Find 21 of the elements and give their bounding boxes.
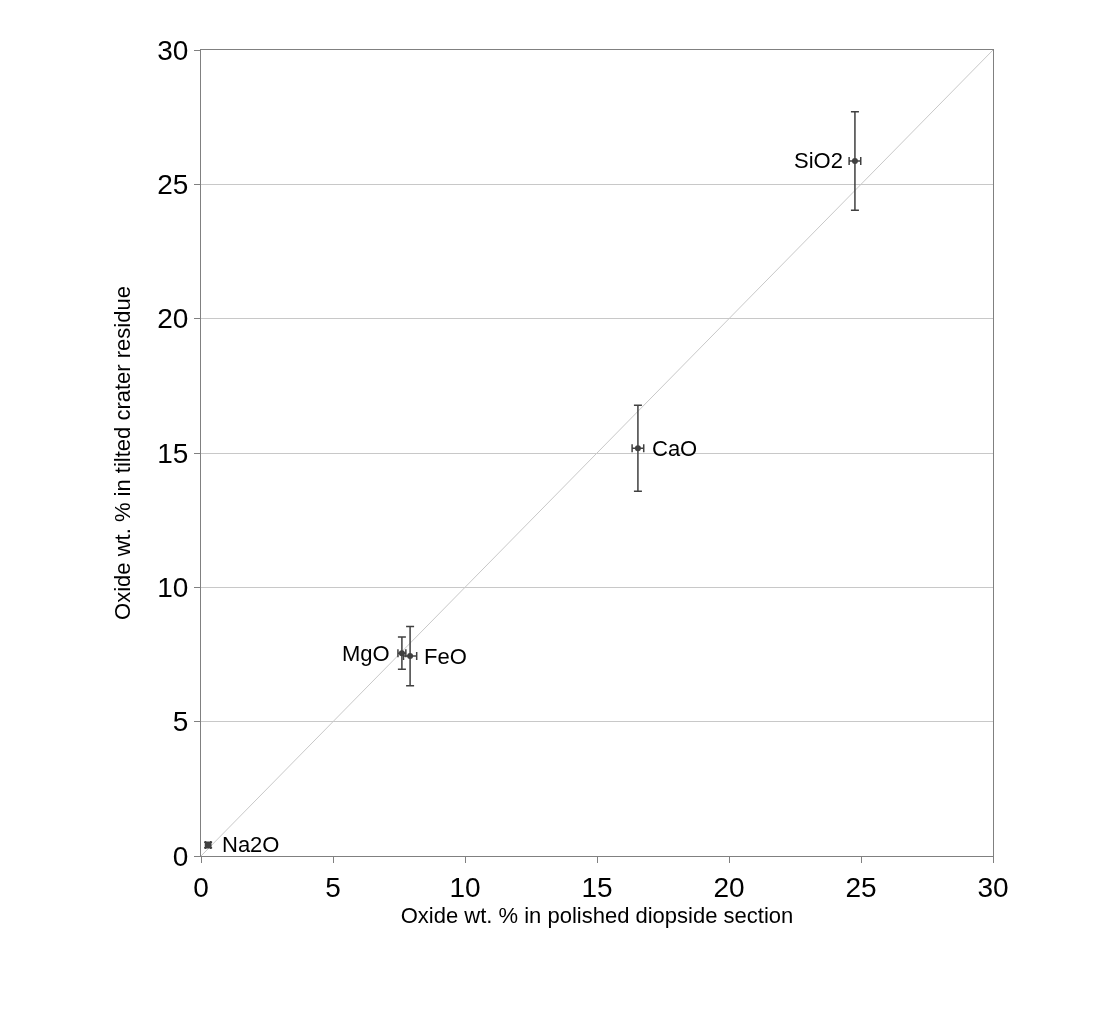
annotation: SiO2	[794, 148, 843, 173]
x-tick-label: 20	[713, 871, 745, 903]
y-tick-label: 15	[157, 437, 189, 469]
y-tick-label: 25	[157, 169, 189, 201]
x-tick-label: 25	[845, 871, 877, 903]
y-tick-label: 30	[157, 34, 189, 66]
annotation: FeO	[424, 644, 467, 669]
y-axis-title: Oxide wt. % in tilted crater residue	[110, 286, 136, 620]
y-tick-label: 20	[157, 303, 189, 335]
annotation: CaO	[652, 436, 698, 461]
y-tick-label: 10	[157, 572, 189, 604]
annotation: MgO	[342, 641, 390, 666]
x-axis-title: Oxide wt. % in polished diopside section	[400, 903, 794, 929]
y-tick-label: 5	[172, 706, 189, 738]
x-tick-label: 5	[325, 871, 341, 903]
x-tick-label: 15	[581, 871, 613, 903]
y-tick-label: 0	[172, 840, 189, 872]
x-tick-label: 10	[449, 871, 481, 903]
x-tick-label: 0	[193, 871, 209, 903]
x-tick-label: 30	[977, 871, 1009, 903]
annotation: Na2O	[222, 832, 280, 857]
